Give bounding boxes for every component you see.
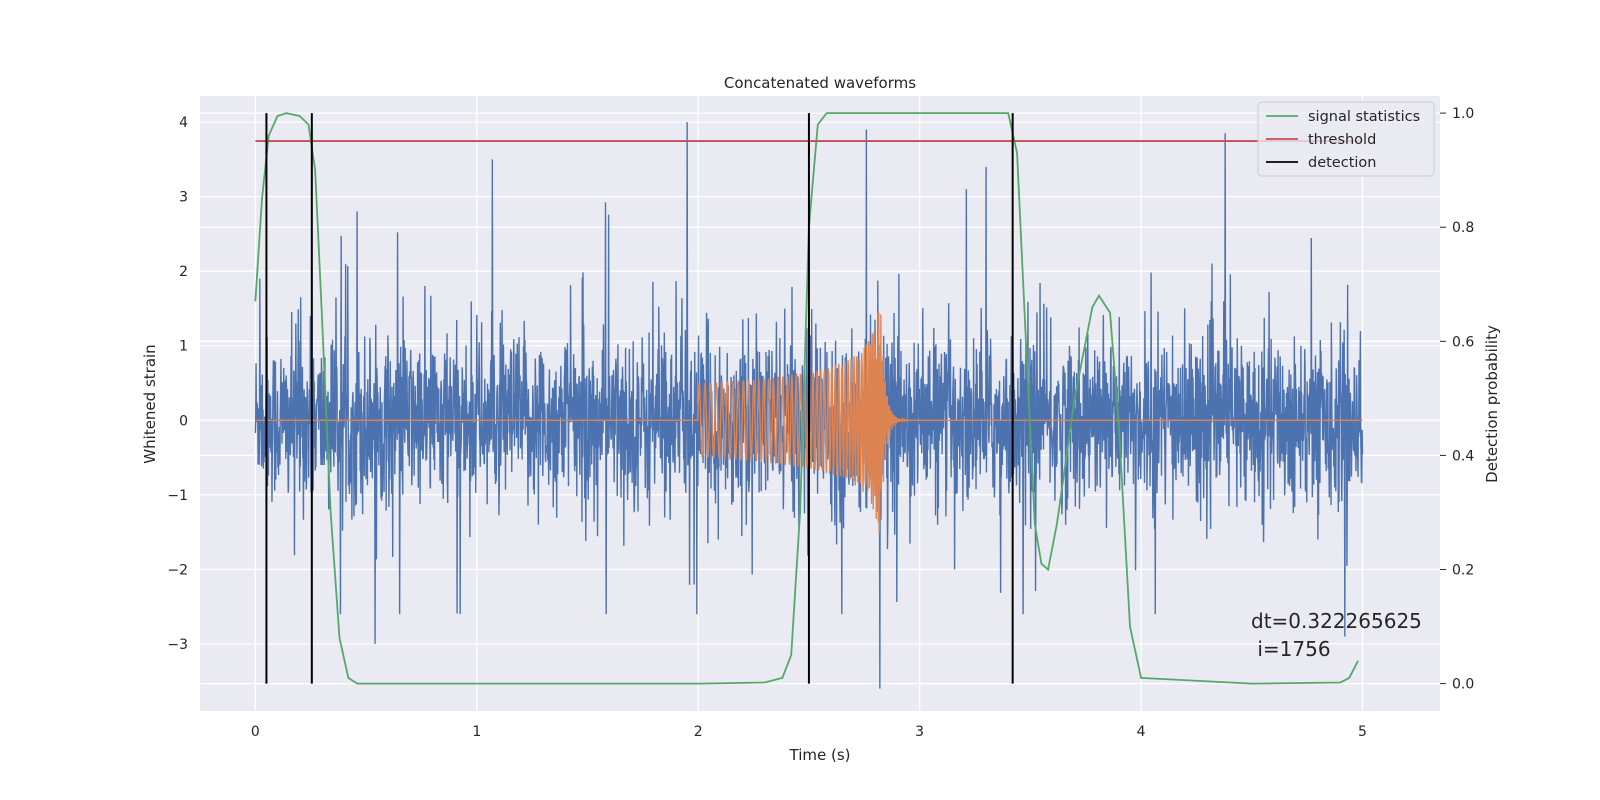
x-tick-label: 2: [694, 724, 703, 740]
y-tick-label: 0: [179, 413, 188, 429]
y2-tick-label: 0.8: [1452, 220, 1474, 236]
x-tick-label: 3: [915, 724, 924, 740]
x-tick-label: 0: [251, 724, 260, 740]
y-axis-label: Whitened strain: [141, 344, 159, 463]
y-tick-label: −2: [167, 562, 188, 578]
annotation-dt: dt=0.322265625: [1251, 609, 1422, 633]
legend: signal statistics threshold detection: [1257, 101, 1435, 177]
x-tick-label: 4: [1137, 724, 1146, 740]
chart-title: Concatenated waveforms: [724, 74, 916, 92]
x-axis-label: Time (s): [789, 746, 851, 764]
series-layer: [254, 112, 1364, 689]
x-tick-label: 5: [1358, 724, 1367, 740]
y-tick-label: 1: [179, 339, 188, 355]
y2-tick-label: 0.4: [1452, 448, 1474, 464]
y2-axis-label: Detection probability: [1483, 325, 1501, 483]
legend-box: [1257, 101, 1435, 177]
signal-statistics-line: [254, 112, 1359, 685]
y-tick-label: −3: [167, 637, 188, 653]
legend-label-signal: signal statistics: [1308, 109, 1420, 125]
y-tick-label: −1: [167, 488, 188, 504]
y2-tick-label: 0.0: [1452, 677, 1474, 693]
y2-tick-label: 0.6: [1452, 334, 1474, 350]
legend-label-detection: detection: [1308, 155, 1376, 171]
axes-layer: 0 1 2 3 4 5 −3 −2 −1 0 1 2 3 4 0.0 0.2 0.4 0.6 0.8 1.0: [167, 106, 1474, 740]
legend-label-threshold: threshold: [1308, 132, 1376, 148]
y-tick-label: 2: [179, 264, 188, 280]
y-tick-label: 4: [179, 115, 188, 131]
x-tick-label: 1: [472, 724, 481, 740]
y2-tick-label: 1.0: [1452, 106, 1474, 122]
y-tick-label: 3: [179, 190, 188, 206]
annotation-i: i=1756: [1251, 637, 1331, 661]
y2-tick-label: 0.2: [1452, 563, 1474, 579]
annotation: dt=0.322265625 i=1756: [1251, 609, 1422, 661]
